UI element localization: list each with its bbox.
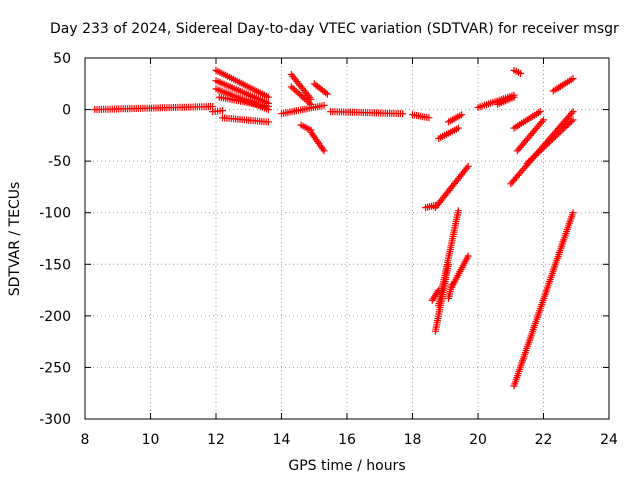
- series-s2: [212, 66, 272, 101]
- y-tick-label: 0: [62, 103, 71, 119]
- series-markers: [445, 111, 466, 126]
- x-tick-label: 14: [273, 432, 291, 448]
- x-tick-label: 16: [338, 432, 356, 448]
- y-tick-label: -200: [39, 309, 71, 325]
- series-markers: [91, 103, 217, 114]
- y-tick-label: -50: [48, 154, 71, 170]
- x-tick-label: 10: [142, 432, 160, 448]
- series-s12: [310, 80, 331, 98]
- series-s10: [278, 101, 328, 118]
- series-s19: [431, 162, 472, 212]
- chart-title: Day 233 of 2024, Sidereal Day-to-day VTE…: [50, 21, 619, 37]
- series-markers: [549, 75, 577, 95]
- series-s24: [448, 252, 472, 291]
- series-s1: [91, 103, 217, 114]
- x-tick-label: 8: [81, 432, 90, 448]
- series-s15: [409, 111, 433, 122]
- series-markers: [510, 108, 544, 132]
- series-markers: [212, 77, 272, 107]
- series-s31: [523, 116, 577, 167]
- series-s5: [215, 93, 272, 110]
- axis-ticks: 8 10 12 14 16 18 20 22 24 -300 -250 -200 -150 -100 -50…: [39, 51, 618, 448]
- series-markers: [409, 111, 433, 122]
- series-s22: [428, 286, 443, 304]
- series-s28: [510, 108, 544, 132]
- series-markers: [209, 107, 226, 116]
- series-s13: [307, 128, 328, 155]
- series-markers: [435, 124, 462, 142]
- series-markers: [212, 66, 272, 101]
- series-markers: [287, 83, 315, 108]
- series-s7: [209, 107, 226, 116]
- series-s27: [510, 66, 525, 77]
- y-tick-label: -300: [39, 412, 71, 428]
- series-markers: [428, 286, 443, 304]
- x-tick-label: 22: [535, 432, 553, 448]
- x-axis-label: GPS time / hours: [288, 458, 405, 474]
- series-s9: [287, 83, 315, 108]
- x-tick-label: 24: [600, 432, 618, 448]
- series-markers: [310, 80, 331, 98]
- series-s26: [494, 93, 518, 108]
- series-markers: [448, 252, 472, 291]
- series-markers: [523, 116, 577, 167]
- y-axis-label: SDTVAR / TECUs: [7, 182, 23, 297]
- series-s25: [474, 91, 518, 111]
- series-markers: [278, 101, 328, 118]
- series-markers: [219, 114, 272, 126]
- series-markers: [287, 71, 315, 103]
- data-points: [91, 66, 577, 390]
- y-tick-label: 50: [53, 51, 71, 67]
- y-tick-label: -150: [39, 257, 71, 273]
- series-s32: [549, 75, 577, 95]
- x-tick-label: 12: [207, 432, 225, 448]
- series-s14: [327, 108, 407, 118]
- series-markers: [510, 209, 577, 390]
- series-markers: [435, 207, 462, 309]
- plot-frame: [84, 57, 610, 420]
- series-markers: [474, 91, 518, 111]
- series-markers: [307, 128, 328, 155]
- series-s8: [287, 71, 315, 103]
- series-markers: [510, 66, 525, 77]
- series-markers: [327, 108, 407, 118]
- y-tick-label: -250: [39, 360, 71, 376]
- x-tick-label: 18: [404, 432, 422, 448]
- series-s29: [513, 116, 547, 155]
- series-s6: [219, 114, 272, 126]
- series-s16: [435, 124, 462, 142]
- series-s3: [212, 77, 272, 107]
- series-markers: [494, 93, 518, 108]
- series-markers: [513, 116, 547, 155]
- series-s17: [445, 111, 466, 126]
- y-tick-label: -100: [39, 206, 71, 222]
- series-markers: [215, 93, 272, 110]
- x-tick-label: 20: [469, 432, 487, 448]
- series-s21: [435, 207, 462, 309]
- series-s33: [510, 209, 577, 390]
- series-markers: [431, 162, 472, 212]
